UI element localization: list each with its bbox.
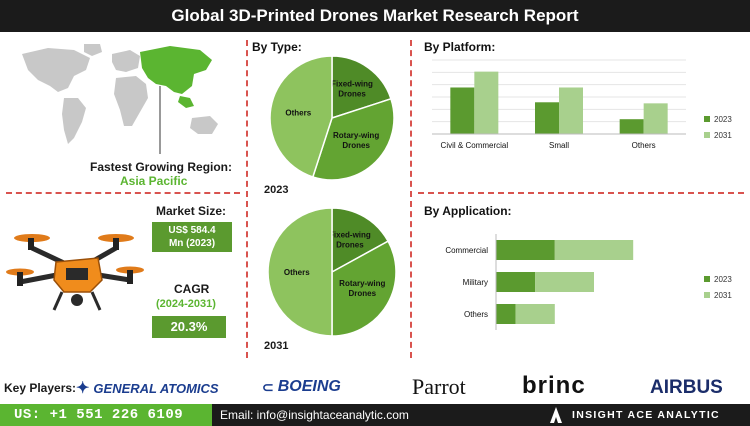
divider-right xyxy=(410,40,412,358)
phone-number: US: +1 551 226 6109 xyxy=(14,407,184,423)
application-bar-2023 xyxy=(496,272,536,292)
platform-bar-2023 xyxy=(535,102,559,134)
by-type-title: By Type: xyxy=(252,40,302,54)
platform-bar-2023 xyxy=(619,119,644,134)
by-platform-title: By Platform: xyxy=(424,40,496,54)
application-bar-2031 xyxy=(554,240,634,260)
pie-slice-fixed-wing-drones xyxy=(331,55,392,120)
pie-label: Rotary-wing Drones xyxy=(333,131,379,150)
application-bar-2031 xyxy=(535,272,594,292)
platform-category-label: Small xyxy=(549,141,569,150)
platform-bar-2031 xyxy=(474,71,499,134)
legend-swatch-2031 xyxy=(704,292,710,298)
cagr-label: CAGR xyxy=(174,282,210,296)
platform-bar-chart: Civil & Commercial Small Others 2023 2031 xyxy=(432,59,732,150)
asia-pacific-region xyxy=(140,46,212,94)
logo-boeing: ⊂ BOEING xyxy=(262,378,341,396)
pie-label: Fixed-wing Drones xyxy=(331,79,373,98)
pie-label: Rotary-wing Drones xyxy=(339,279,385,298)
drone-illustration xyxy=(6,234,144,311)
brand-name: INSIGHT ACE ANALYTIC xyxy=(572,409,720,421)
market-size-value: US$ 584.4 Mn (2023) xyxy=(152,222,232,252)
pie-label: Fixed-wing Drones xyxy=(329,231,371,250)
application-category-label: Commercial xyxy=(445,246,488,255)
pie-slice-rotary-wing-drones xyxy=(311,97,395,181)
divider-left xyxy=(246,40,248,358)
pie-slice-others xyxy=(267,207,333,337)
application-category-label: Military xyxy=(463,278,488,287)
general-atomics-icon: ✦ xyxy=(76,380,90,397)
pie-chart-2031: Fixed-wing Drones Rotary-wing Drones Others xyxy=(267,207,397,337)
platform-category-label: Civil & Commercial xyxy=(441,141,509,150)
legend-swatch-2031 xyxy=(704,132,710,138)
legend-label-2023: 2023 xyxy=(714,275,732,284)
region-value: Asia Pacific xyxy=(120,174,188,188)
boeing-icon: ⊂ xyxy=(262,378,274,395)
logo-brinc: brinc xyxy=(522,372,586,399)
market-size-label: Market Size: xyxy=(156,204,227,218)
page-title: Global 3D-Printed Drones Market Research… xyxy=(0,0,750,32)
legend-swatch-2023 xyxy=(704,116,710,122)
region-label: Fastest Growing Region: xyxy=(90,160,233,174)
legend-label-2031: 2031 xyxy=(714,131,732,140)
key-players-label: Key Players: xyxy=(4,381,77,395)
market-size-value-line2: Mn (2023) xyxy=(168,238,216,249)
market-size-value-line1: US$ 584.4 xyxy=(168,225,216,236)
legend-label-2031: 2031 xyxy=(714,291,732,300)
logo-boeing-text: BOEING xyxy=(277,378,341,395)
application-category-label: Others xyxy=(464,310,488,319)
pie-2031-caption: 2031 xyxy=(264,340,289,352)
legend-label-2023: 2023 xyxy=(714,115,732,124)
world-map xyxy=(22,44,218,154)
pie-slice-others xyxy=(269,55,333,178)
page-title-text: Global 3D-Printed Drones Market Research… xyxy=(171,6,579,25)
insight-ace-logo-icon xyxy=(548,406,564,424)
platform-bar-2031 xyxy=(559,87,583,134)
logo-airbus: AIRBUS xyxy=(650,377,723,398)
pie-slice-fixed-wing-drones xyxy=(331,207,390,274)
application-bar-2023 xyxy=(496,240,555,260)
divider-right-h xyxy=(418,192,744,194)
cagr-value: 20.3% xyxy=(152,316,226,338)
by-application-title: By Application: xyxy=(424,204,512,218)
pie-chart-2023: Fixed-wing Drones Rotary-wing Drones Others xyxy=(269,55,395,181)
application-bar-2031 xyxy=(515,304,555,324)
logo-parrot: Parrot xyxy=(412,374,466,399)
pie-slice-rotary-wing-drones xyxy=(331,240,397,337)
pie-label: Others xyxy=(284,268,310,277)
platform-bar-2023 xyxy=(450,87,475,134)
divider-left-h xyxy=(6,192,240,194)
application-bar-2023 xyxy=(496,304,516,324)
platform-category-label: Others xyxy=(632,141,656,150)
platform-bar-2031 xyxy=(643,103,668,134)
phone-box[interactable]: US: +1 551 226 6109 xyxy=(0,404,212,426)
application-bar-chart: Commercial Military Others 2023 2031 xyxy=(445,234,732,330)
legend-swatch-2023 xyxy=(704,276,710,282)
logo-general-atomics: ✦ GENERAL ATOMICS xyxy=(76,378,219,398)
pie-label: Others xyxy=(285,109,311,118)
cagr-period: (2024-2031) xyxy=(156,298,216,310)
email-link[interactable]: Email: info@insightaceanalytic.com xyxy=(220,408,409,422)
logo-general-atomics-text: GENERAL ATOMICS xyxy=(93,380,219,396)
pie-2023-caption: 2023 xyxy=(264,184,289,196)
